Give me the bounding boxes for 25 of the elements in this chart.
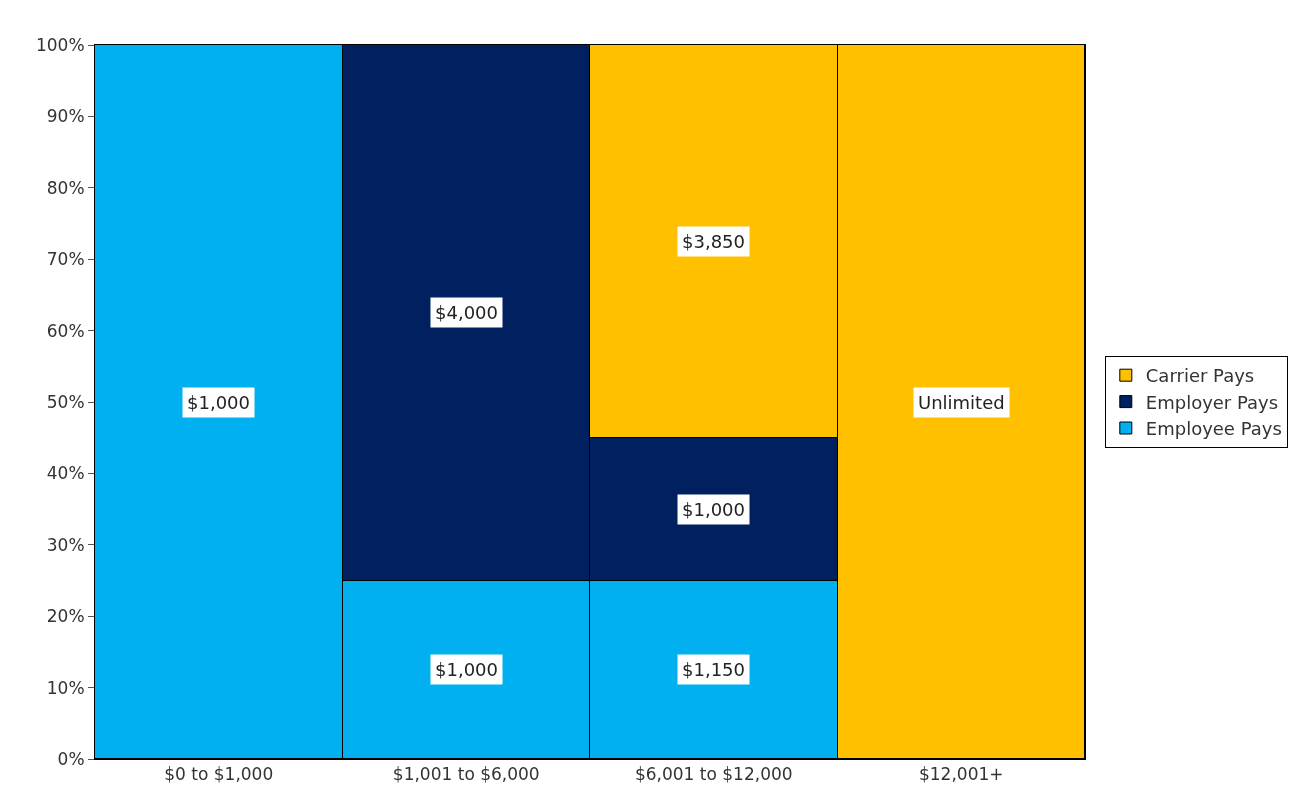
x-tick-label: $12,001+ (918, 764, 1004, 785)
y-tick-label: 30% (46, 534, 85, 555)
y-tick-label: 70% (46, 249, 85, 270)
annotation: $1,000 (682, 499, 745, 520)
annotation: $1,000 (187, 392, 250, 413)
y-tick-label: 10% (46, 677, 85, 698)
annotation: Unlimited (918, 392, 1005, 413)
y-tick-label: 60% (46, 320, 85, 341)
y-tick-label: 80% (46, 177, 85, 198)
annotation: $4,000 (435, 302, 498, 323)
y-tick-label: 100% (35, 34, 85, 55)
y-tick-label: 50% (46, 391, 85, 412)
annotation: $1,150 (682, 659, 745, 680)
y-tick-label: 90% (46, 106, 85, 127)
x-tick-label: $1,001 to $6,000 (392, 764, 540, 785)
y-tick-label: 0% (57, 748, 85, 769)
annotation: $1,000 (435, 659, 498, 680)
annotation: $3,850 (682, 231, 745, 252)
x-tick-label: $6,001 to $12,000 (634, 764, 793, 785)
legend-label: Employee Pays (1145, 418, 1282, 440)
y-tick-label: 40% (46, 463, 85, 484)
legend-label: Employer Pays (1145, 391, 1279, 413)
y-tick-label: 20% (46, 606, 85, 627)
x-tick-label: $0 to $1,000 (164, 764, 274, 785)
legend-label: Carrier Pays (1145, 365, 1255, 387)
